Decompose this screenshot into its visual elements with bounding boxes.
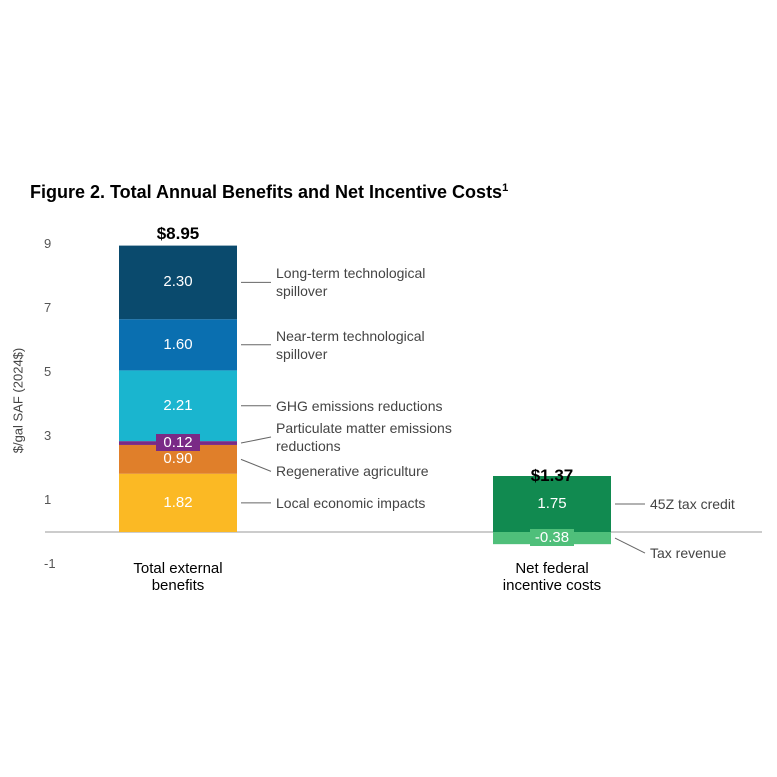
segment-name: Tax revenue bbox=[650, 545, 727, 562]
leader-line bbox=[240, 458, 272, 472]
bar-segment bbox=[119, 473, 237, 532]
title-superscript: 1 bbox=[502, 182, 509, 194]
segment-name: 45Z tax credit bbox=[650, 496, 735, 512]
total-label: $1.37 bbox=[530, 466, 574, 486]
value-label: 2.21 bbox=[163, 396, 193, 414]
y-axis-title: $/gal SAF (2024$) bbox=[10, 347, 26, 454]
value-label: 1.75 bbox=[537, 495, 567, 512]
value-label: 1.60 bbox=[163, 335, 193, 353]
value-label: 0.90 bbox=[163, 450, 193, 468]
value-label: 2.30 bbox=[163, 273, 193, 291]
segment-name: Long-term technological spillover bbox=[276, 265, 426, 300]
bar-segment bbox=[493, 476, 611, 532]
segment-name: Local economic impacts bbox=[276, 494, 426, 511]
leader-line bbox=[240, 436, 272, 444]
value-label: 0.12 bbox=[156, 434, 200, 452]
y-tick-label: 7 bbox=[44, 300, 52, 315]
y-tick-label: -1 bbox=[44, 556, 56, 571]
segment-name: Regenerative agriculture bbox=[276, 463, 429, 480]
bar-segment bbox=[119, 319, 237, 371]
bar-segment bbox=[119, 370, 237, 442]
segment-name: Near-term technological spillover bbox=[276, 327, 425, 362]
chart-title: Figure 2. Total Annual Benefits and Net … bbox=[30, 182, 503, 202]
segment-name: Particulate matter emissions reductions bbox=[276, 420, 452, 455]
y-tick-label: 5 bbox=[44, 364, 52, 379]
x-tick-label: Net federal incentive costs bbox=[502, 560, 602, 594]
chart-title-block: Figure 2. Total Annual Benefits and Net … bbox=[30, 182, 508, 203]
bar-segment bbox=[119, 245, 237, 320]
x-tick-label: Total external benefits bbox=[133, 560, 223, 594]
value-label: 1.82 bbox=[163, 493, 193, 511]
y-tick-label: 3 bbox=[44, 428, 52, 443]
leader-line bbox=[614, 537, 646, 554]
y-tick-label: 9 bbox=[44, 236, 52, 251]
total-label: $8.95 bbox=[156, 223, 200, 243]
segment-name: GHG emissions reductions bbox=[276, 397, 443, 414]
value-label: -0.38 bbox=[530, 529, 574, 547]
y-tick-label: 1 bbox=[44, 492, 52, 507]
